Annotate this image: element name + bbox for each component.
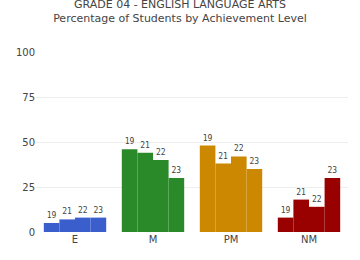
svg-text:M: M xyxy=(149,234,158,245)
svg-text:50: 50 xyxy=(22,137,35,148)
svg-text:22: 22 xyxy=(312,195,322,204)
svg-text:21: 21 xyxy=(296,188,306,197)
svg-text:22: 22 xyxy=(234,144,244,153)
svg-text:23: 23 xyxy=(249,157,259,166)
svg-text:23: 23 xyxy=(171,166,181,175)
svg-text:22: 22 xyxy=(78,206,88,215)
svg-text:19: 19 xyxy=(125,137,135,146)
svg-text:19: 19 xyxy=(281,206,291,215)
svg-text:22: 22 xyxy=(156,148,166,157)
svg-text:25: 25 xyxy=(22,182,35,193)
svg-text:19: 19 xyxy=(47,211,57,220)
svg-text:23: 23 xyxy=(93,206,103,215)
svg-text:23: 23 xyxy=(327,166,337,175)
svg-text:21: 21 xyxy=(62,207,72,216)
svg-text:100: 100 xyxy=(16,47,35,58)
svg-text:0: 0 xyxy=(29,227,35,238)
svg-text:21: 21 xyxy=(140,141,150,150)
svg-text:NM: NM xyxy=(301,234,317,245)
svg-text:75: 75 xyxy=(22,92,35,103)
svg-text:19: 19 xyxy=(203,134,213,143)
svg-text:PM: PM xyxy=(224,234,239,245)
svg-text:E: E xyxy=(72,234,78,245)
svg-text:21: 21 xyxy=(218,152,228,161)
svg-text:GRADE 04 - ENGLISH LANGUAGE AR: GRADE 04 - ENGLISH LANGUAGE ARTSPercenta… xyxy=(53,0,307,25)
